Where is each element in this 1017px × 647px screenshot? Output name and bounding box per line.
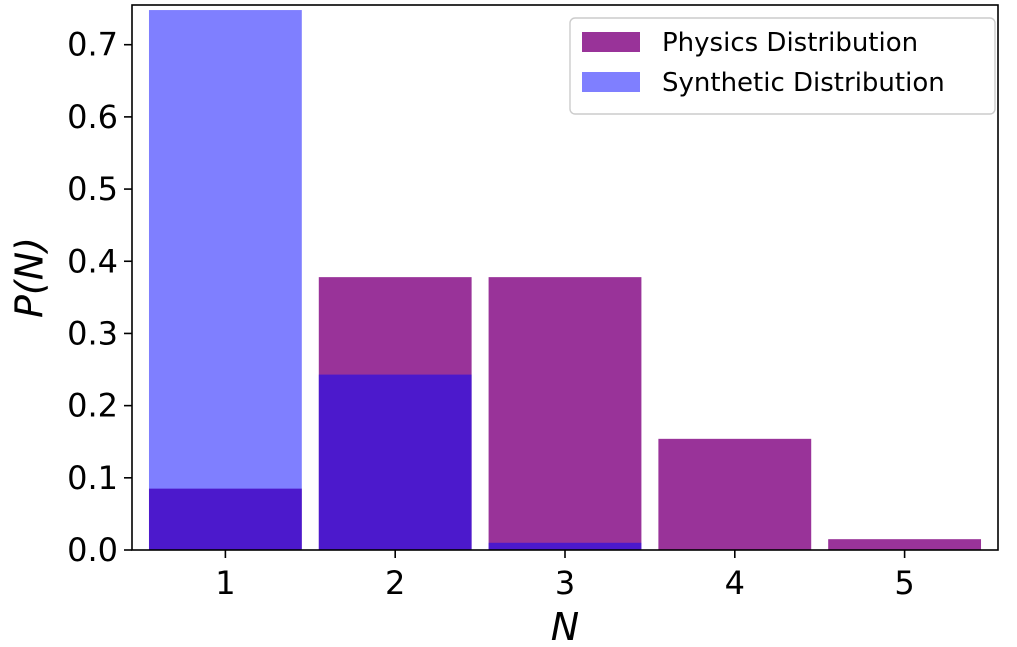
- legend-label-series2: Synthetic Distribution: [662, 68, 945, 98]
- bars: [148, 10, 982, 551]
- legend-swatch-series1: [582, 32, 640, 52]
- legend: Physics Distribution Synthetic Distributi…: [569, 17, 996, 115]
- y-axis-ticks: 0.0 0.1 0.2 0.3 0.4 0.5 0.6 0.7: [67, 26, 132, 569]
- x-axis-label: N: [551, 605, 579, 647]
- y-tick-label: 0.7: [67, 26, 118, 64]
- x-tick-label: 4: [725, 564, 745, 602]
- x-tick-label: 3: [555, 564, 575, 602]
- legend-swatch-series2: [582, 72, 640, 92]
- y-tick-label: 0.1: [67, 459, 118, 497]
- bar-series1-4: [658, 438, 812, 550]
- y-tick-label: 0.3: [67, 314, 118, 352]
- y-tick-label: 0.5: [67, 170, 118, 208]
- y-tick-label: 0.2: [67, 387, 118, 425]
- x-tick-label: 2: [385, 564, 405, 602]
- y-tick-label: 0.6: [67, 98, 118, 136]
- x-tick-label: 1: [215, 564, 235, 602]
- bar-series2-1: [148, 10, 302, 551]
- bar-series2-3: [488, 542, 642, 550]
- y-tick-label: 0.4: [67, 242, 118, 280]
- x-tick-label: 5: [894, 564, 914, 602]
- legend-label-series1: Physics Distribution: [662, 28, 918, 58]
- bar-series1-5: [828, 539, 982, 550]
- bar-series1-3: [488, 277, 642, 550]
- x-axis-ticks: 1 2 3 4 5: [215, 550, 915, 602]
- y-axis-label: P(N): [8, 237, 52, 318]
- bar-series2-2: [318, 374, 472, 550]
- y-tick-label: 0.0: [67, 531, 118, 569]
- legend-box: [569, 17, 996, 115]
